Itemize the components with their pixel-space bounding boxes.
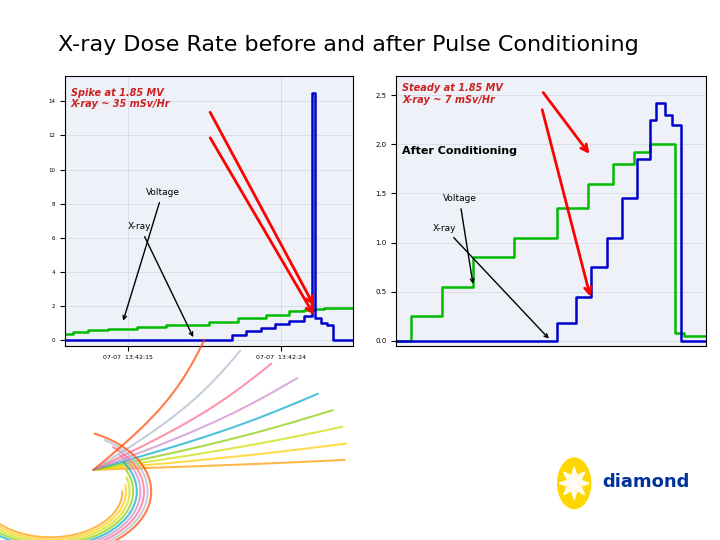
Text: Spike at 1.85 MV
X-ray ~ 35 mSv/Hr: Spike at 1.85 MV X-ray ~ 35 mSv/Hr <box>71 87 170 109</box>
Polygon shape <box>572 483 577 500</box>
Polygon shape <box>575 483 585 495</box>
Polygon shape <box>564 472 575 483</box>
Text: X-ray: X-ray <box>433 224 548 338</box>
Polygon shape <box>572 467 577 483</box>
Circle shape <box>84 464 104 475</box>
Text: Voltage: Voltage <box>123 188 179 319</box>
Text: After Conditioning: After Conditioning <box>402 146 517 156</box>
Text: X-ray Dose Rate before and after Pulse Conditioning: X-ray Dose Rate before and after Pulse C… <box>58 35 639 55</box>
Circle shape <box>92 469 95 470</box>
Text: Steady at 1.85 MV
X-ray ~ 7 mSv/Hr: Steady at 1.85 MV X-ray ~ 7 mSv/Hr <box>402 84 503 105</box>
Polygon shape <box>559 481 575 486</box>
Polygon shape <box>564 483 575 495</box>
Ellipse shape <box>558 458 590 509</box>
Polygon shape <box>575 472 585 483</box>
Polygon shape <box>575 481 589 486</box>
Circle shape <box>91 468 96 471</box>
Text: Voltage: Voltage <box>442 194 477 282</box>
Text: diamond: diamond <box>602 472 689 491</box>
Circle shape <box>87 466 100 474</box>
Text: X-ray: X-ray <box>128 222 192 336</box>
